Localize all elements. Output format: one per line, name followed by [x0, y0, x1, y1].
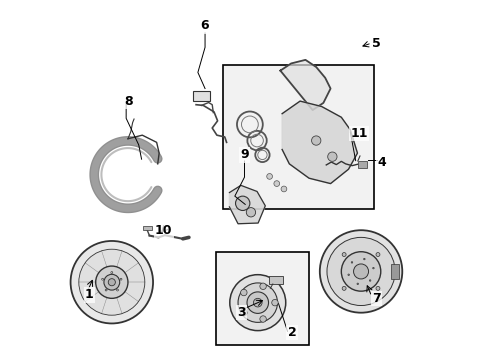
Circle shape: [347, 274, 349, 275]
Circle shape: [353, 264, 368, 279]
Circle shape: [350, 262, 352, 263]
Bar: [357, 161, 366, 168]
Circle shape: [375, 253, 379, 257]
Circle shape: [111, 271, 113, 274]
Polygon shape: [280, 60, 330, 110]
Polygon shape: [282, 101, 357, 184]
Text: 5: 5: [371, 37, 380, 50]
Circle shape: [368, 280, 370, 281]
Circle shape: [108, 279, 115, 286]
Circle shape: [235, 196, 249, 211]
Circle shape: [79, 249, 144, 315]
Circle shape: [363, 258, 365, 260]
Circle shape: [375, 286, 379, 290]
Circle shape: [240, 310, 246, 316]
Text: 9: 9: [240, 148, 248, 161]
Circle shape: [120, 278, 122, 280]
Circle shape: [319, 230, 402, 313]
Bar: [215, 252, 308, 345]
Circle shape: [271, 300, 278, 306]
Circle shape: [266, 174, 272, 179]
Bar: [223, 65, 373, 209]
Circle shape: [273, 181, 279, 186]
Text: 2: 2: [287, 326, 296, 339]
Circle shape: [229, 275, 285, 330]
Text: 11: 11: [349, 127, 367, 140]
Circle shape: [372, 267, 373, 269]
Circle shape: [105, 289, 107, 291]
Circle shape: [102, 278, 103, 280]
Circle shape: [70, 241, 153, 323]
Circle shape: [253, 298, 262, 307]
Circle shape: [311, 136, 320, 145]
Circle shape: [341, 252, 380, 291]
Text: 10: 10: [155, 224, 172, 237]
Circle shape: [327, 152, 336, 161]
Text: 4: 4: [376, 156, 385, 168]
Circle shape: [342, 286, 346, 290]
Circle shape: [238, 283, 277, 322]
Circle shape: [246, 208, 255, 217]
Circle shape: [326, 237, 394, 306]
Circle shape: [96, 266, 128, 298]
Bar: [268, 276, 282, 284]
Bar: [390, 264, 398, 279]
Circle shape: [246, 292, 268, 314]
Circle shape: [356, 283, 358, 284]
Polygon shape: [229, 185, 265, 224]
Text: 6: 6: [201, 19, 209, 32]
Circle shape: [281, 186, 286, 192]
Bar: [192, 91, 209, 101]
Text: 7: 7: [371, 292, 380, 305]
Bar: [143, 226, 152, 230]
Text: 8: 8: [124, 95, 133, 108]
Circle shape: [116, 289, 118, 291]
Circle shape: [104, 274, 120, 290]
Circle shape: [342, 253, 346, 257]
Circle shape: [240, 289, 246, 296]
Circle shape: [259, 283, 266, 289]
Text: 1: 1: [85, 288, 94, 301]
Text: 3: 3: [237, 306, 245, 319]
Circle shape: [259, 316, 266, 322]
